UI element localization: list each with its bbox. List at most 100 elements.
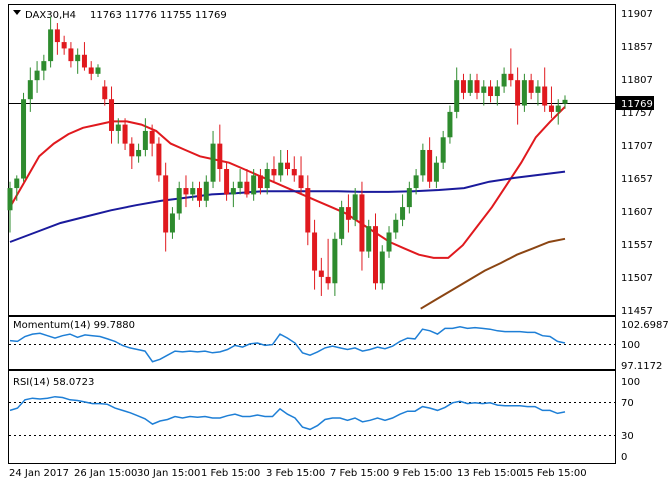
rsi-title: RSI(14) 58.0723 bbox=[13, 377, 94, 388]
candle-bear bbox=[109, 99, 115, 131]
candle-bear bbox=[61, 42, 67, 49]
candle-bear bbox=[508, 73, 514, 81]
price-tick: 11457 bbox=[621, 306, 653, 317]
ma200-line bbox=[420, 237, 566, 310]
candle-bull bbox=[494, 86, 500, 97]
candle-bear bbox=[163, 175, 169, 233]
candle-bull bbox=[386, 232, 392, 252]
rsi-tick: 30 bbox=[621, 431, 634, 442]
candle-bear bbox=[122, 124, 128, 144]
time-tick: 3 Feb 15:00 bbox=[266, 468, 325, 479]
candle-bull bbox=[48, 29, 54, 62]
momentum-tick: 97.1172 bbox=[621, 361, 662, 372]
candle-bull bbox=[210, 143, 216, 182]
candle-bear bbox=[548, 105, 554, 112]
candle-bear bbox=[488, 86, 494, 97]
price-tick: 11857 bbox=[621, 42, 653, 53]
candle-bear bbox=[460, 80, 466, 93]
candle-bull bbox=[230, 188, 236, 195]
momentum-panel-frame bbox=[8, 316, 616, 370]
candle-bear bbox=[88, 67, 94, 74]
candle-bear bbox=[325, 276, 331, 284]
candle-bull bbox=[447, 111, 453, 138]
candle-bear bbox=[318, 270, 324, 277]
price-tick: 11657 bbox=[621, 174, 653, 185]
dropdown-arrow-icon[interactable] bbox=[13, 10, 21, 15]
candle-bear bbox=[474, 80, 480, 93]
time-tick: 30 Jan 15:00 bbox=[137, 468, 200, 479]
candle-bear bbox=[298, 175, 304, 189]
price-tick: 11907 bbox=[621, 9, 653, 20]
candle-bull bbox=[433, 162, 439, 182]
candle-bear bbox=[291, 169, 297, 176]
candle-bear bbox=[129, 143, 135, 157]
candle-bull bbox=[393, 219, 399, 233]
price-tick: 11707 bbox=[621, 141, 653, 152]
candle-bear bbox=[149, 130, 155, 144]
candle-bear bbox=[156, 143, 162, 176]
chart-symbol: DAX30,H4 bbox=[25, 10, 76, 21]
candle-bull bbox=[366, 226, 372, 252]
candle-bull bbox=[440, 137, 446, 163]
time-tick: 9 Feb 15:00 bbox=[393, 468, 452, 479]
time-tick: 1 Feb 15:00 bbox=[201, 468, 260, 479]
time-axis: 24 Jan 2017 26 Jan 15:00 30 Jan 15:00 1 … bbox=[9, 468, 587, 479]
chart-marks bbox=[7, 16, 568, 431]
candle-bull bbox=[400, 207, 406, 220]
candle-bull bbox=[27, 80, 33, 100]
candle-bear bbox=[102, 86, 108, 100]
candle-bear bbox=[183, 188, 189, 195]
candle-bull bbox=[176, 188, 182, 214]
candle-bear bbox=[244, 181, 250, 195]
candle-bull bbox=[237, 181, 243, 189]
candle-bull bbox=[562, 99, 568, 104]
candle-bear bbox=[305, 188, 311, 233]
candle-bear bbox=[345, 207, 351, 220]
candle-bull bbox=[21, 99, 27, 179]
candle-bear bbox=[217, 143, 223, 170]
candle-bull bbox=[34, 70, 40, 81]
momentum-tick: 102.6987 bbox=[621, 320, 669, 331]
candle-bull bbox=[501, 73, 507, 87]
momentum-line bbox=[9, 326, 566, 363]
candle-bull bbox=[41, 61, 47, 71]
candle-bull bbox=[136, 149, 142, 157]
candle-bull bbox=[332, 238, 338, 284]
candle-bull bbox=[467, 80, 473, 93]
price-tick: 11507 bbox=[621, 273, 653, 284]
candle-bear bbox=[54, 29, 60, 43]
candle-bear bbox=[68, 48, 74, 62]
price-tick: 11807 bbox=[621, 75, 653, 86]
candle-bear bbox=[197, 188, 203, 201]
price-axis-labels: 11907 11857 11807 11757 11707 11657 1160… bbox=[621, 9, 653, 317]
candle-bull bbox=[251, 175, 257, 195]
time-tick: 15 Feb 15:00 bbox=[521, 468, 587, 479]
ma20-line bbox=[9, 106, 566, 259]
current-price-tag bbox=[616, 96, 654, 110]
candle-bear bbox=[515, 80, 521, 106]
price-tick: 11607 bbox=[621, 207, 653, 218]
candle-bull bbox=[420, 149, 426, 176]
candle-bear bbox=[81, 54, 87, 68]
candle-bear bbox=[359, 194, 365, 252]
candle-bull bbox=[352, 194, 358, 220]
candle-bull bbox=[14, 178, 20, 189]
candle-bull bbox=[75, 54, 81, 62]
candle-bull bbox=[7, 188, 13, 211]
candle-bull bbox=[203, 181, 209, 201]
candle-bull bbox=[481, 86, 487, 93]
time-tick: 13 Feb 15:00 bbox=[457, 468, 523, 479]
candle-bear bbox=[224, 169, 230, 195]
rsi-line bbox=[9, 395, 566, 431]
candle-bull bbox=[169, 213, 175, 233]
momentum-tick: 100 bbox=[621, 340, 640, 351]
rsi-panel-frame bbox=[8, 370, 616, 464]
time-tick: 26 Jan 15:00 bbox=[74, 468, 137, 479]
candle-bear bbox=[372, 226, 378, 284]
candle-bear bbox=[257, 175, 263, 189]
candle-bull bbox=[521, 80, 527, 106]
candle-bear bbox=[427, 149, 433, 182]
current-price-label: 11769 bbox=[621, 99, 653, 110]
candle-bull bbox=[555, 105, 561, 112]
